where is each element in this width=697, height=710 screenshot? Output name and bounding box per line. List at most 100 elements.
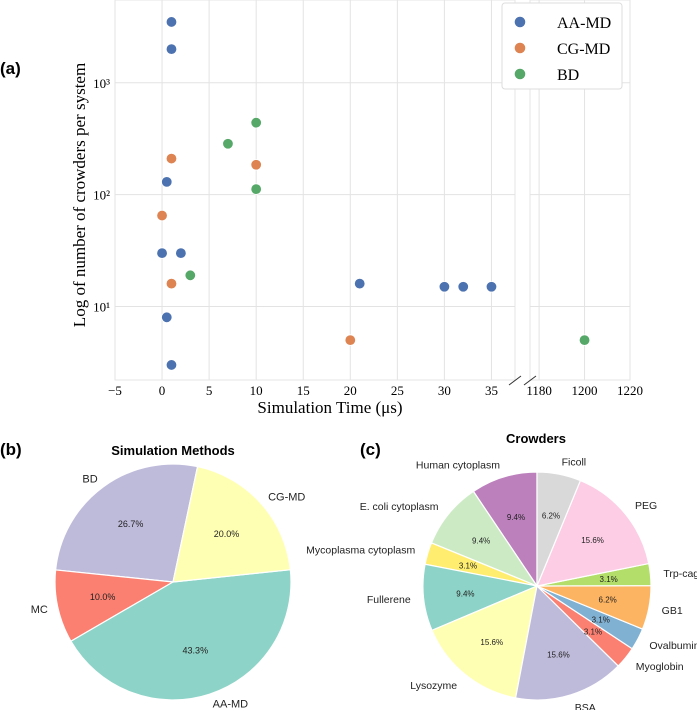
plot-area-left	[114, 0, 516, 381]
legend-label: CG-MD	[557, 41, 610, 58]
pie-c-slice-bsa	[514, 584, 620, 701]
scatter-point-aa-md	[161, 311, 173, 323]
pie-c-pct-e-coli-cytoplasm: 9.4%	[472, 537, 490, 546]
pie-c-pct-gb1: 6.2%	[599, 596, 617, 605]
scatter-point-aa-md	[485, 281, 498, 293]
scatter-point-bd	[250, 183, 262, 195]
simulation-methods-pie-panel: (b) Simulation Methods BD 26.7% MC 10.0% AA-…	[0, 440, 305, 710]
x-tick-label: 25	[391, 383, 404, 398]
pie-c-label-trp-cage: Trp-cage	[663, 568, 697, 580]
pie-b-pct-aa-md: 43.3%	[183, 645, 209, 655]
scatter-point-aa-md	[165, 43, 178, 55]
scatter-point-cg-md	[156, 209, 168, 222]
panel-label-b: (b)	[0, 440, 22, 459]
legend-marker	[514, 68, 526, 80]
pie-c-slice-lysozyme	[431, 585, 538, 699]
legend: AA-MD CG-MD BD	[501, 2, 623, 90]
pie-c-label-peg: PEG	[635, 500, 657, 512]
x-tick-label: 1180	[526, 383, 552, 398]
scatter-point-bd	[578, 334, 591, 346]
pie-b-label-bd: BD	[82, 474, 97, 486]
scatter-point-aa-md	[156, 247, 168, 259]
pie-b-title: Simulation Methods	[111, 443, 235, 458]
scatter-point-cg-md	[165, 152, 178, 165]
pie-c-pct-bsa: 15.6%	[547, 651, 570, 660]
pie-c-pct-lysozyme: 15.6%	[480, 638, 503, 647]
scatter-point-aa-md	[165, 359, 178, 371]
scatter-point-aa-md	[438, 281, 451, 293]
y-tick-labels: 10¹ 10² 10³	[93, 76, 110, 315]
legend-label: AA-MD	[557, 15, 611, 32]
pie-b-slice-mc	[54, 569, 175, 643]
pie-c-slice-peg	[536, 479, 650, 587]
panel-label-a: (a)	[0, 59, 21, 78]
y-tick-label: 10¹	[93, 299, 110, 314]
pie-c-pct-trp-cage: 3.1%	[600, 575, 618, 584]
scatter-point-aa-md	[175, 247, 187, 259]
scatter-point-cg-md	[344, 334, 356, 346]
y-tick-label: 10³	[93, 76, 110, 91]
crowders-pie-panel: (c) Crowders Human cytoplasm 9.4% E. coli …	[306, 431, 697, 710]
panel-label-c: (c)	[360, 440, 381, 459]
pie-b-pct-mc: 10.0%	[90, 592, 116, 602]
pie-c-pct-mycoplasma-cytoplasm: 3.1%	[459, 561, 477, 570]
x-axis-label: Simulation Time (μs)	[257, 398, 402, 417]
pie-b-slices: BD 26.7% MC 10.0% AA-MD 43.3% CG-MD 20.0%	[31, 463, 305, 710]
x-tick-labels: −5 0 5 10 15 20 25 30 35 1180 1200 1220	[108, 383, 643, 398]
y-axis-label: Log of number of crowders per system	[70, 63, 89, 327]
pie-c-title: Crowders	[506, 431, 566, 446]
break-mark-left	[508, 375, 522, 386]
pie-c-label-lysozyme: Lysozyme	[410, 680, 457, 692]
legend-marker	[514, 16, 526, 28]
pie-c-pct-peg: 15.6%	[581, 536, 604, 545]
pie-c-label-human-cytoplasm: Human cytoplasm	[416, 460, 500, 472]
scatter-point-aa-md	[161, 176, 173, 188]
x-tick-label: 20	[344, 383, 357, 398]
pie-c-label-myoglobin: Myoglobin	[636, 661, 684, 673]
pie-b-label-aa-md: AA-MD	[213, 699, 249, 710]
pie-b-slice-aa-md	[70, 569, 292, 701]
scatter-point-bd	[250, 116, 262, 129]
scatter-point-aa-md	[354, 277, 366, 290]
x-tick-label: 15	[297, 383, 310, 398]
pie-c-pct-human-cytoplasm: 9.4%	[507, 513, 525, 522]
pie-c-label-e-coli-cytoplasm: E. coli cytoplasm	[360, 501, 439, 513]
pie-c-slices: Human cytoplasm 9.4% E. coli cytoplasm 9.4%…	[306, 456, 697, 710]
grid	[114, 0, 631, 380]
pie-c-pct-myoglobin: 3.1%	[584, 627, 602, 636]
pie-b-slice-cg-md	[172, 465, 292, 583]
pie-c-pct-fullerene: 9.4%	[456, 589, 474, 598]
pie-c-label-ficoll: Ficoll	[562, 456, 587, 468]
pie-c-label-gb1: GB1	[662, 605, 683, 617]
x-tick-label: 30	[438, 383, 451, 398]
pie-c-pct-ficoll: 6.2%	[542, 511, 560, 520]
scatter-panel: (a) −5 0 5 10 15 20 25 30 35 1180 1200 1220 10¹10²1…	[0, 0, 643, 417]
scatter-point-cg-md	[165, 277, 178, 290]
x-tick-label: 1220	[617, 383, 643, 398]
pie-b-label-mc: MC	[31, 604, 48, 616]
pie-c-label-fullerene: Fullerene	[367, 594, 411, 606]
x-tick-label: 5	[206, 383, 213, 398]
x-tick-label: −5	[108, 383, 122, 398]
x-tick-label: 0	[159, 383, 166, 398]
scatter-point-cg-md	[250, 159, 262, 171]
pie-c-label-ovalbumin: Ovalbumin	[649, 640, 697, 652]
scatter-point-aa-md	[457, 281, 469, 293]
legend-label: BD	[557, 67, 579, 84]
pie-c-label-bsa: BSA	[575, 702, 596, 710]
legend-marker	[514, 42, 526, 54]
pie-b-pct-bd: 26.7%	[118, 519, 144, 529]
x-tick-label: 35	[485, 383, 498, 398]
pie-b-slice-bd	[54, 463, 199, 583]
pie-b-label-cg-md: CG-MD	[268, 491, 305, 503]
pie-b-pct-cg-md: 20.0%	[214, 529, 240, 539]
break-mark-right	[523, 375, 537, 386]
legend-box	[501, 2, 623, 90]
x-tick-label: 1200	[572, 383, 598, 398]
scatter-point-bd	[222, 138, 234, 150]
pie-c-slice-ficoll	[536, 471, 582, 587]
scatter-point-aa-md	[165, 16, 178, 28]
scatter-point-bd	[184, 269, 196, 281]
y-tick-label: 10²	[93, 188, 110, 203]
